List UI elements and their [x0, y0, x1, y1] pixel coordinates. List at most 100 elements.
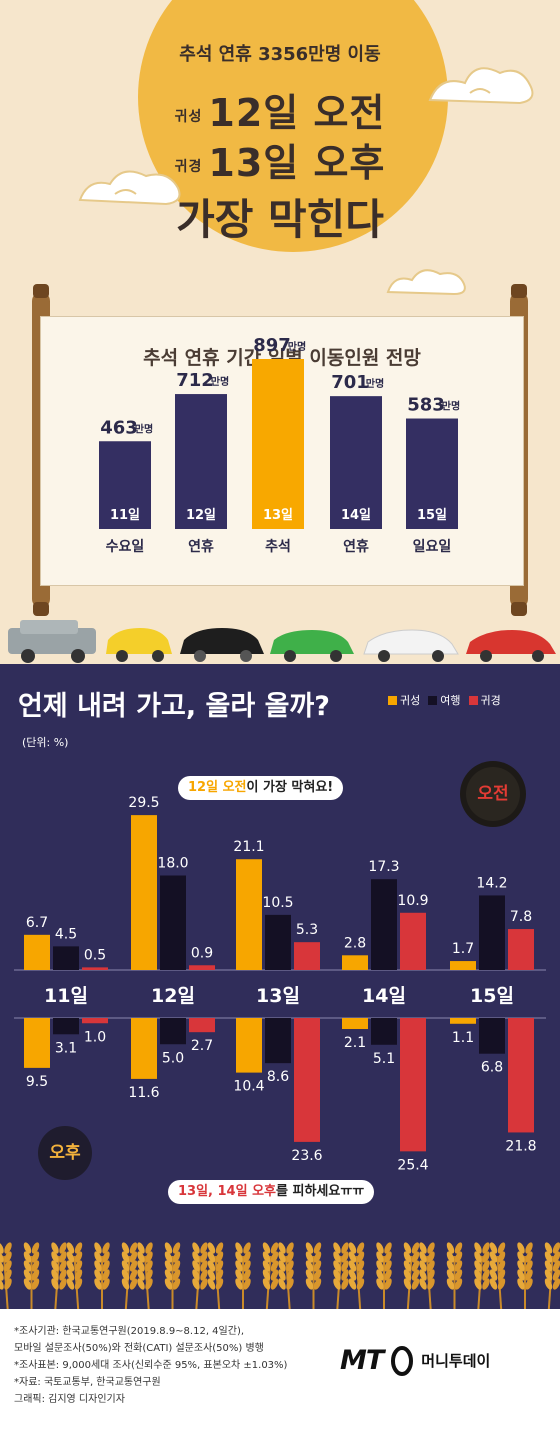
pm-bar-value: 11.6: [128, 1085, 159, 1101]
cloud-right-icon: [428, 67, 534, 105]
legend-return: 귀경: [468, 692, 501, 708]
car-black-icon: [180, 628, 264, 662]
am-bar-value: 0.9: [191, 945, 213, 961]
am-bar-value: 21.1: [233, 839, 264, 855]
source-notes: *조사기관: 한국교통연구원(2019.8.9~8.12, 4일간), 모바일 …: [14, 1323, 287, 1408]
pm-badge: 오후: [38, 1126, 92, 1180]
am-bar-value: 10.5: [262, 895, 293, 911]
pm-bar: [236, 1018, 262, 1073]
am-bar: [450, 961, 476, 970]
am-callout-highlight: 12일 오전: [188, 780, 247, 795]
pm-bar: [479, 1018, 505, 1054]
source-line: *자료: 국토교통부, 한국교통연구원: [14, 1377, 161, 1388]
am-bar-value: 7.8: [510, 909, 532, 925]
scroll-day-label: 수요일: [106, 539, 145, 555]
cars-row: [8, 620, 556, 663]
scroll-day-label: 연휴: [343, 539, 369, 555]
pm-bar: [53, 1018, 79, 1035]
am-badge: 오전: [466, 767, 520, 821]
pm-bar-value: 6.8: [481, 1060, 503, 1076]
scroll-bar: [330, 396, 382, 529]
am-bar-value: 17.3: [368, 859, 399, 875]
scroll-bar-date: 14일: [341, 508, 371, 523]
day-axis-label: 12일: [151, 985, 195, 1007]
am-bar: [342, 955, 368, 970]
legend-travel: 여행: [428, 692, 461, 708]
pm-bar-value: 8.6: [267, 1069, 289, 1085]
headline-subtitle: 추석 연휴 3356만명 이동: [179, 44, 381, 65]
legend-homebound-swatch: [388, 695, 397, 705]
am-bar: [24, 934, 50, 970]
pm-callout-highlight: 13일, 14일 오후: [178, 1184, 277, 1199]
am-bar-value: 14.2: [476, 875, 507, 891]
am-bar: [508, 929, 534, 970]
am-bar: [265, 914, 291, 970]
pm-bar: [508, 1018, 534, 1133]
pm-bar: [189, 1018, 215, 1033]
am-bar-value: 10.9: [397, 893, 428, 909]
am-bar: [400, 912, 426, 970]
pm-bar: [450, 1018, 476, 1024]
unit-label: (단위: %): [22, 736, 69, 749]
car-white-icon: [363, 629, 459, 662]
pm-bar-value: 5.1: [373, 1051, 395, 1067]
scroll-day-label: 연휴: [188, 539, 214, 555]
legend-return-swatch: [468, 695, 478, 705]
scroll-bar-value: 712: [176, 370, 214, 391]
am-callout: 12일 오전이 가장 막혀요!: [178, 776, 344, 800]
headline-line-2-text: 13일 오후: [208, 141, 386, 185]
car-jeep-icon: [8, 620, 96, 663]
scroll-bar: [406, 418, 458, 529]
pm-bar: [294, 1018, 320, 1142]
pm-bar: [24, 1018, 50, 1068]
scroll-day-label: 추석: [265, 539, 291, 555]
source-line: *조사기관: 한국교통연구원(2019.8.9~8.12, 4일간),: [14, 1326, 245, 1337]
am-bar-value: 0.5: [84, 947, 106, 963]
cloud-small-icon: [386, 269, 466, 296]
bottom-section: 언제 내려 가고, 올라 올까? (단위: %) 귀성 여행 귀경 11일 12일…: [0, 664, 560, 1309]
logo-o-icon: [391, 1345, 414, 1376]
pm-bar-value: 2.1: [344, 1035, 366, 1051]
pm-bar: [160, 1018, 186, 1045]
am-bar-value: 4.5: [55, 926, 77, 942]
pm-bar-value: 5.0: [162, 1050, 184, 1066]
pm-bar: [265, 1018, 291, 1064]
source-line: 그래픽: 김지영 디자인기자: [14, 1394, 125, 1405]
am-bar: [53, 946, 79, 970]
legend-homebound: 귀성: [388, 692, 420, 708]
am-bar-value: 5.3: [296, 922, 318, 938]
headline-line-1-text: 12일 오전: [208, 91, 386, 135]
footer: *조사기관: 한국교통연구원(2019.8.9~8.12, 4일간), 모바일 …: [0, 1309, 560, 1441]
pm-bar-value: 10.4: [233, 1079, 264, 1095]
am-bar: [131, 815, 157, 970]
scroll-bar-unit: 만명: [442, 400, 460, 413]
scroll-bar-date: 13일: [263, 508, 293, 523]
am-bar-value: 29.5: [128, 795, 159, 811]
pm-callout-rest: 를 피하세요ㅠㅠ: [276, 1184, 365, 1199]
pm-bar: [371, 1018, 397, 1045]
headline-main: 가장 막힌다: [176, 195, 384, 244]
chart-legend: 귀성 여행 귀경: [388, 692, 501, 708]
logo-mark: MT: [340, 1345, 384, 1376]
am-callout-rest: 이 가장 막혀요!: [246, 780, 334, 795]
am-bar-value: 6.7: [26, 915, 48, 931]
am-bar: [189, 965, 215, 970]
scroll-bar-value: 463: [100, 417, 138, 438]
day-axis-label: 14일: [362, 985, 406, 1007]
headline-line-2: 귀경 13일 오후: [0, 132, 560, 187]
headline-line-1: 귀성 12일 오전: [0, 82, 560, 137]
source-line: *조사표본: 9,000세대 조사(신뢰수준 95%, 표본오차 ±1.03%): [14, 1360, 288, 1371]
scroll-bar: [252, 359, 304, 529]
pm-bar: [400, 1018, 426, 1152]
pm-bar: [82, 1018, 108, 1024]
legend-return-label: 귀경: [480, 694, 501, 707]
pm-bar-value: 25.4: [397, 1157, 428, 1173]
pm-bar-value: 1.1: [452, 1030, 474, 1046]
source-line: 모바일 설문조사(50%)와 전화(CATI) 설문조사(50%) 병행: [14, 1343, 264, 1354]
scroll-bar-date: 11일: [110, 508, 140, 523]
am-bar: [82, 967, 108, 970]
scroll-bar: [175, 394, 227, 529]
scroll-bar-unit: 만명: [288, 340, 306, 353]
pm-bar: [342, 1018, 368, 1030]
